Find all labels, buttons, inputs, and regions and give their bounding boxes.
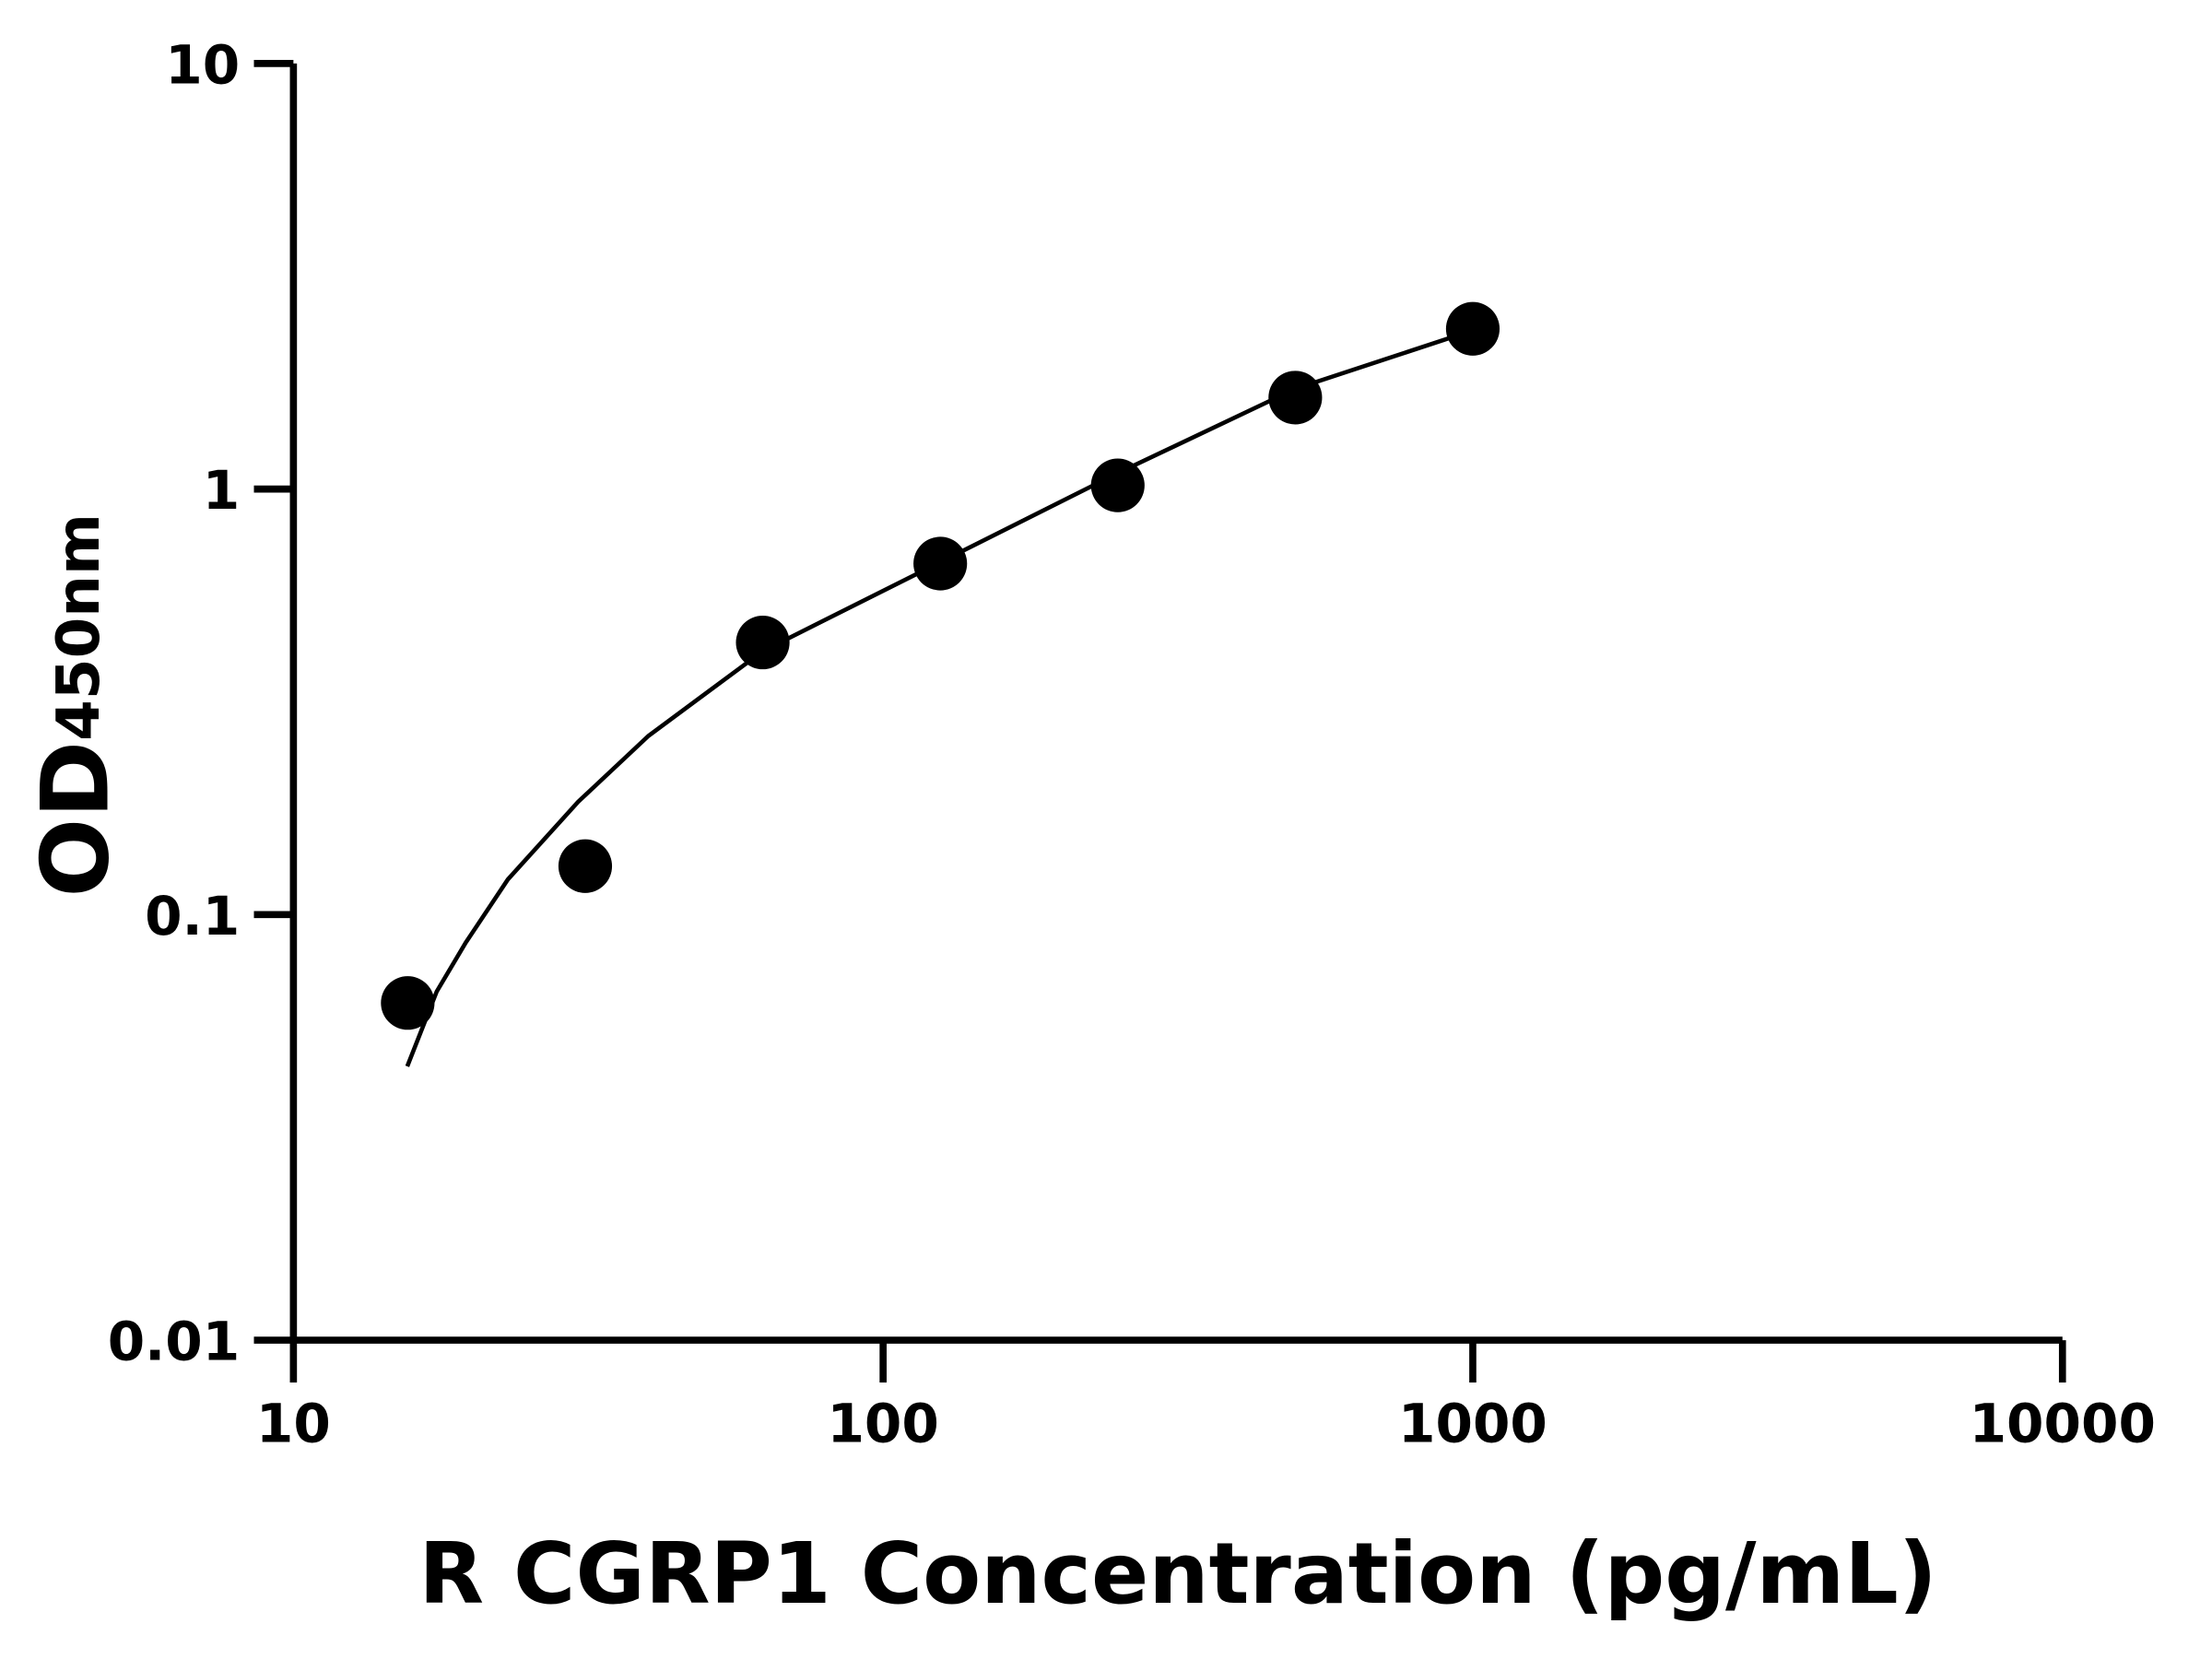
fit-curve (405, 335, 1454, 1067)
y-axis-label-subscript: 450nm (44, 513, 113, 741)
data-point (1090, 458, 1145, 512)
y-tick-label: 0.01 (108, 1311, 241, 1373)
x-tick-label: 1000 (1398, 1392, 1547, 1454)
data-point (381, 976, 435, 1030)
y-axis-label-main: OD (20, 741, 129, 898)
x-axis-label: R CGRP1 Concentration (pg/mL) (418, 1524, 1936, 1623)
y-tick-label: 10 (165, 33, 240, 96)
x-tick-label: 10 (256, 1392, 331, 1454)
fit-curve-group (405, 335, 1454, 1067)
x-tick-label: 100 (827, 1392, 938, 1454)
data-point (558, 839, 613, 893)
data-points (381, 301, 1500, 1030)
axes: 10 100 1000 10000 0.01 0.1 1 10 (108, 33, 2156, 1454)
y-tick-label: 0.1 (145, 885, 240, 947)
data-point (1268, 371, 1323, 425)
y-tick-label: 1 (203, 459, 240, 522)
data-point (1445, 301, 1500, 356)
x-tick-label: 10000 (1970, 1392, 2156, 1454)
data-point (913, 536, 968, 591)
data-point (735, 615, 790, 670)
y-axis-label: OD450nm (20, 513, 129, 898)
